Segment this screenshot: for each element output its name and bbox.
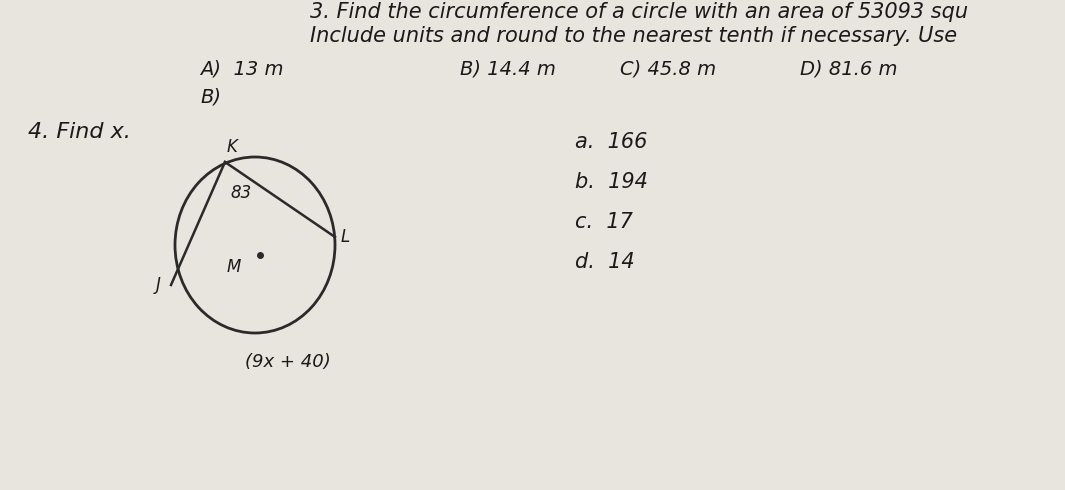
Text: M: M [227, 258, 242, 276]
Text: K: K [227, 138, 237, 156]
Text: C) 45.8 m: C) 45.8 m [620, 60, 716, 79]
Text: d.  14: d. 14 [575, 252, 635, 272]
Text: (9x + 40): (9x + 40) [245, 353, 331, 371]
Text: A)  13 m: A) 13 m [200, 60, 283, 79]
Text: Include units and round to the nearest tenth if necessary. Use: Include units and round to the nearest t… [310, 26, 957, 46]
Text: L: L [341, 228, 350, 246]
Text: D) 81.6 m: D) 81.6 m [800, 60, 898, 79]
Text: a.  166: a. 166 [575, 132, 648, 152]
Text: B) 14.4 m: B) 14.4 m [460, 60, 556, 79]
Text: b.  194: b. 194 [575, 172, 648, 192]
Text: c.  17: c. 17 [575, 212, 633, 232]
Text: J: J [157, 276, 161, 294]
Text: B): B) [200, 88, 222, 107]
Text: 4. Find x.: 4. Find x. [28, 122, 131, 142]
Text: 83: 83 [230, 184, 251, 202]
Text: 3. Find the circumference of a circle with an area of 53093 squ: 3. Find the circumference of a circle wi… [310, 2, 968, 22]
